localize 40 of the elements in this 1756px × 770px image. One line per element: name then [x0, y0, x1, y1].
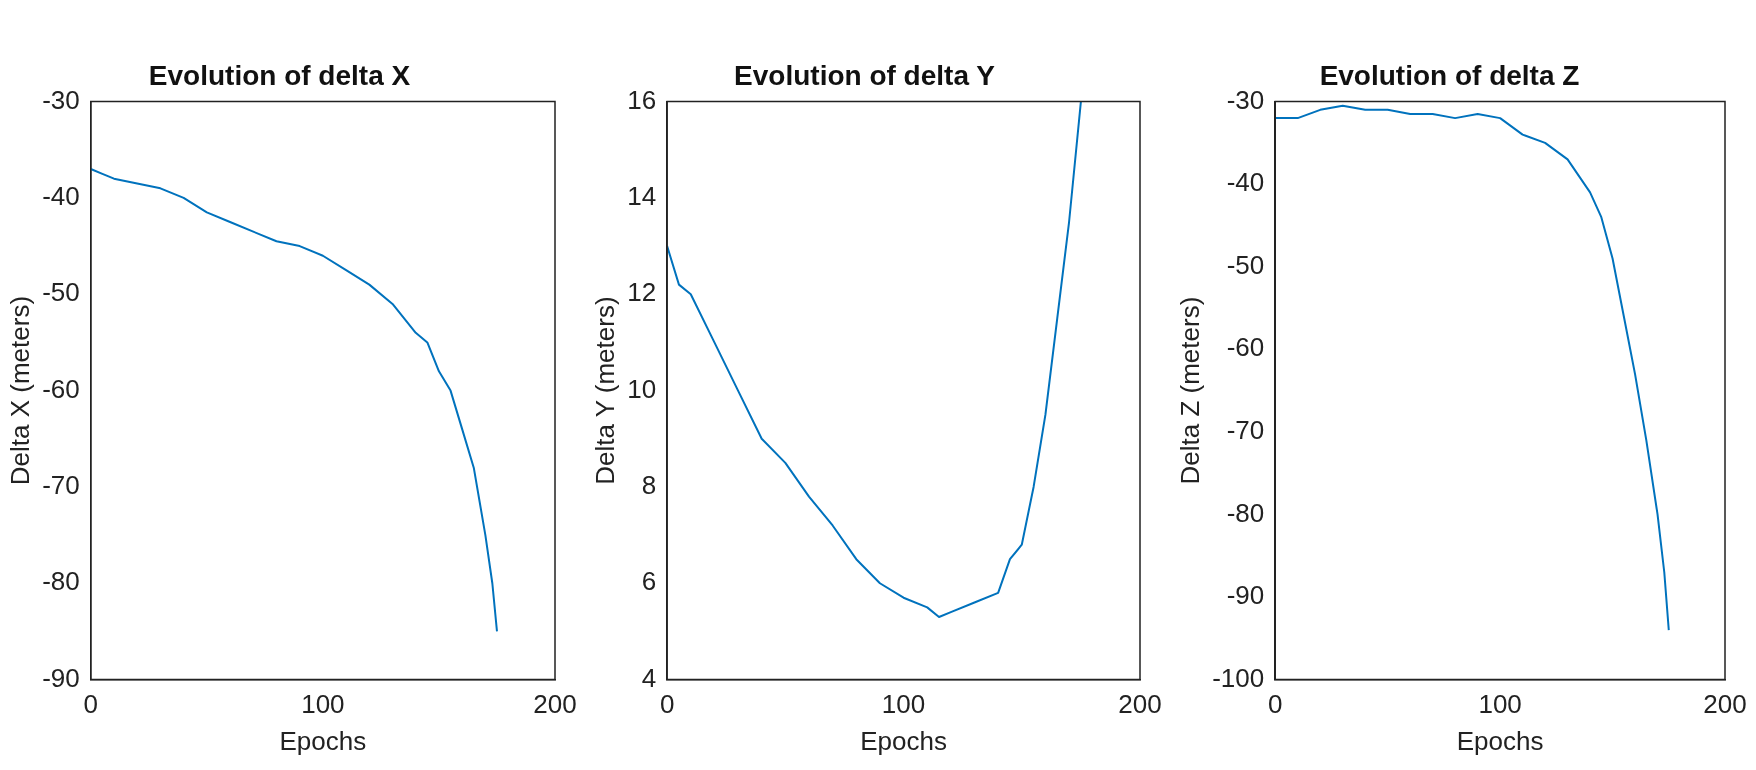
y-tick-label: 8	[641, 470, 657, 501]
y-tick-label: 4	[641, 662, 657, 693]
x-tick-label: 200	[1118, 689, 1162, 720]
x-tick-label: 200	[533, 689, 577, 720]
y-tick-label: 12	[627, 277, 657, 308]
x-tick-label: 100	[301, 689, 345, 720]
y-tick-label: -80	[42, 566, 80, 597]
y-tick-label: 10	[627, 373, 657, 404]
y-tick-label: -70	[1226, 415, 1265, 446]
y-tick-label: -90	[1226, 580, 1265, 611]
y-tick-label: -40	[1226, 167, 1265, 198]
x-axis-title: Epochs	[279, 725, 367, 756]
y-tick-label: -100	[1212, 662, 1265, 693]
y-tick-label: -60	[42, 373, 80, 404]
y-tick-label: 14	[627, 181, 657, 212]
x-tick-label: 100	[1478, 689, 1522, 720]
chart-title: Evolution of delta Z	[1319, 59, 1580, 91]
x-tick-label: 0	[83, 689, 99, 720]
y-tick-label: -40	[42, 181, 80, 212]
y-tick-label: -50	[1226, 249, 1265, 280]
x-tick-label: 200	[1703, 689, 1747, 720]
chart-title: Evolution of delta Y	[734, 59, 996, 91]
y-tick-label: 16	[627, 84, 657, 115]
x-tick-label: 0	[659, 689, 675, 720]
y-tick-label: 6	[641, 566, 657, 597]
y-tick-label: -80	[1226, 497, 1265, 528]
y-tick-label: -70	[42, 470, 80, 501]
x-axis-title: Epochs	[860, 725, 947, 756]
y-axis-title: Delta Y (meters)	[589, 296, 620, 485]
x-tick-label: 0	[1268, 689, 1283, 720]
y-axis-title: Delta Z (meters)	[1174, 296, 1205, 485]
chart-title: Evolution of delta X	[148, 59, 411, 91]
x-axis-title: Epochs	[1456, 725, 1544, 756]
x-tick-label: 100	[881, 689, 926, 720]
y-tick-label: -90	[42, 662, 80, 693]
y-tick-label: -30	[1226, 84, 1265, 115]
y-tick-label: -30	[42, 84, 80, 115]
y-tick-label: -60	[1226, 332, 1265, 363]
y-tick-label: -50	[42, 277, 80, 308]
y-axis-title: Delta X (meters)	[4, 295, 35, 486]
